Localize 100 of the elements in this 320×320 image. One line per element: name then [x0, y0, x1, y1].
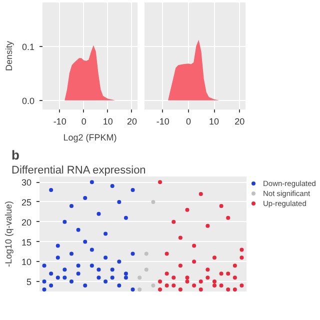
x-tick-label: -10 [156, 116, 170, 126]
point [90, 248, 94, 252]
y-tick-label: 20 [21, 217, 32, 228]
point [56, 244, 60, 248]
point [76, 272, 80, 276]
point [240, 256, 244, 260]
point [90, 264, 94, 268]
point [158, 280, 162, 284]
x-tick-label: 20 [234, 116, 245, 126]
y-tick-label: 30 [21, 178, 32, 188]
point [83, 196, 88, 200]
y-axis-title: -Log10 (q-value) [3, 200, 14, 268]
point [178, 288, 182, 292]
point [56, 256, 60, 260]
y-tick-label: 25 [21, 197, 32, 208]
point [185, 276, 190, 280]
chart-title: Differential RNA expression [12, 164, 146, 176]
point [164, 252, 169, 256]
point [212, 280, 216, 284]
point [104, 232, 108, 236]
point [130, 252, 135, 256]
point [138, 276, 142, 280]
point [185, 280, 190, 284]
point [104, 256, 108, 260]
point [206, 268, 210, 272]
point [96, 276, 101, 280]
point [192, 244, 196, 248]
point [226, 272, 230, 276]
point [62, 276, 67, 280]
point [151, 200, 156, 204]
point [172, 276, 176, 280]
point [90, 180, 94, 184]
point [198, 280, 203, 284]
point [49, 188, 54, 192]
y-axis-title: Density [4, 40, 14, 72]
point [151, 284, 156, 288]
point [104, 280, 108, 284]
point [226, 288, 230, 292]
point [226, 216, 230, 220]
point [70, 252, 74, 256]
point [124, 216, 128, 220]
point [117, 200, 122, 204]
point [62, 220, 67, 224]
point [240, 284, 244, 288]
point [42, 288, 46, 292]
point [219, 284, 224, 288]
point [172, 220, 176, 224]
text: b [12, 148, 20, 162]
point [130, 188, 135, 192]
x-tick-label: 10 [209, 116, 220, 126]
point [219, 272, 224, 276]
point [110, 268, 114, 272]
point [130, 288, 135, 292]
point [178, 264, 182, 268]
point [206, 224, 210, 228]
point [49, 272, 54, 276]
point [232, 288, 237, 292]
point [117, 260, 122, 264]
point [124, 272, 128, 276]
x-tick-label: 0 [186, 116, 191, 126]
point [192, 260, 196, 264]
point [144, 268, 148, 272]
point [70, 204, 74, 208]
y-tick-label: 0.0 [22, 96, 35, 106]
x-axis-title: Log2 (FPKM) [63, 132, 117, 142]
point [240, 248, 244, 252]
point [76, 228, 80, 232]
y-tick-label: 5 [26, 277, 32, 288]
point [76, 264, 80, 268]
point [124, 276, 128, 280]
point [198, 288, 203, 292]
point [144, 252, 148, 256]
point [56, 276, 60, 280]
point [70, 280, 74, 284]
point [232, 264, 237, 268]
point [96, 212, 101, 216]
point [158, 180, 162, 184]
point [96, 268, 101, 272]
y-tick-label: 15 [21, 237, 32, 248]
point [185, 208, 190, 212]
point [158, 288, 162, 292]
point [164, 284, 169, 288]
point [62, 268, 67, 272]
point [172, 284, 176, 288]
x-tick-label: 0 [81, 116, 86, 126]
point [49, 284, 54, 288]
x-tick-label: 20 [126, 116, 137, 126]
point [83, 240, 88, 244]
point [212, 256, 216, 260]
x-tick-label: -10 [53, 116, 66, 126]
point [219, 204, 224, 208]
y-tick-label: 10 [21, 257, 32, 268]
point [110, 276, 114, 280]
x-tick-label: 10 [102, 116, 113, 126]
point [212, 284, 216, 288]
point [232, 276, 237, 280]
point [110, 184, 114, 188]
point [117, 284, 122, 288]
point [42, 280, 46, 284]
point [42, 264, 46, 268]
